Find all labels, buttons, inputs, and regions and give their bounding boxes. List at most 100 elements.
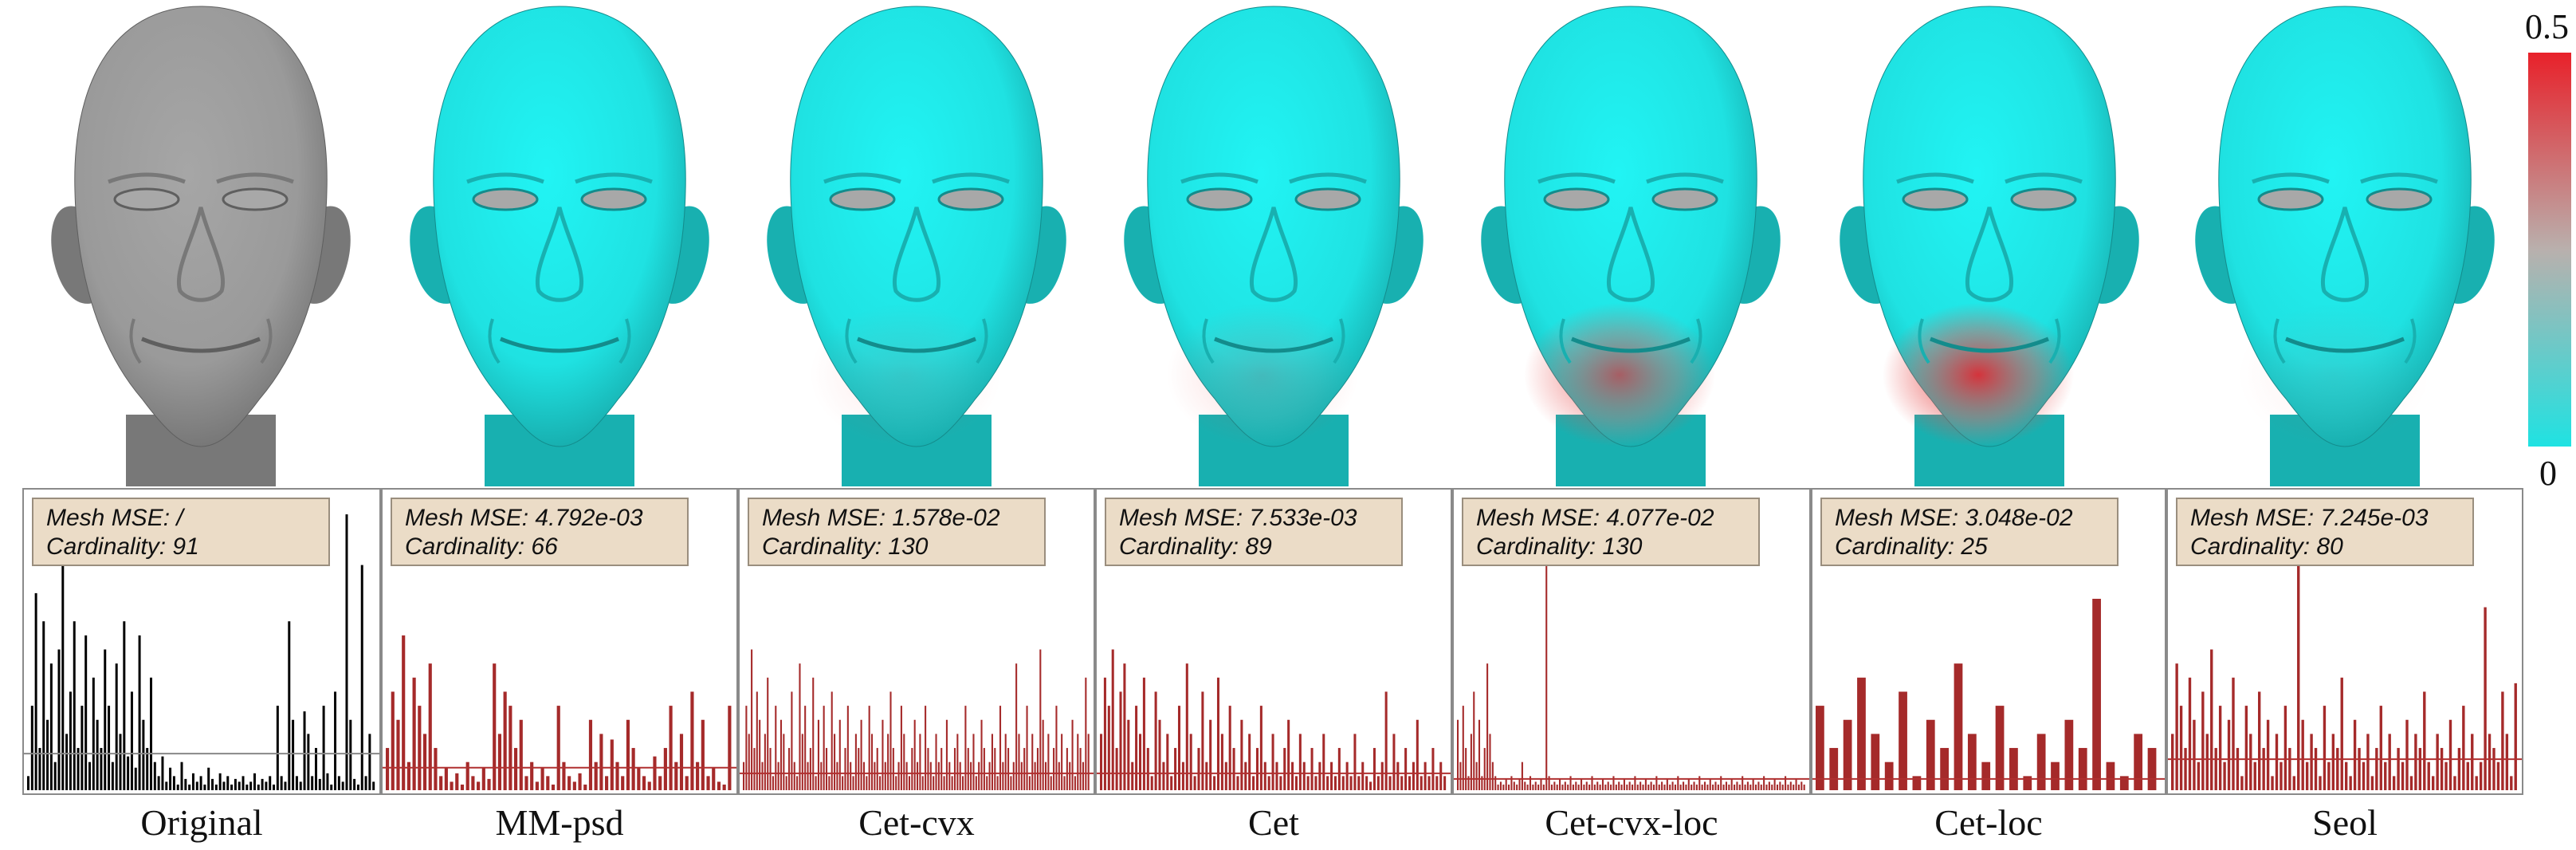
bar <box>2370 776 2374 790</box>
metrics-box: Mesh MSE: 3.048e-02 Cardinality: 25 <box>1820 498 2119 566</box>
bar <box>1427 776 1431 790</box>
bar <box>1061 734 1063 790</box>
bar <box>1734 784 1736 790</box>
bar <box>1279 776 1282 790</box>
bar <box>1698 776 1701 790</box>
left-ear <box>1124 206 1165 304</box>
bar <box>1004 734 1007 790</box>
bar <box>2106 761 2115 790</box>
bar <box>2475 776 2478 790</box>
bar <box>396 719 400 790</box>
bar <box>1793 784 1795 790</box>
bar <box>1572 784 1574 790</box>
bar <box>1181 761 1184 790</box>
bar <box>138 635 141 790</box>
bar <box>796 776 799 790</box>
bar <box>2444 761 2448 790</box>
bar <box>1087 734 1090 790</box>
mse-label: Mesh MSE: <box>1835 505 1959 531</box>
bar <box>418 706 422 790</box>
cardinality-row: Cardinality: 80 <box>2190 533 2460 561</box>
face-render <box>2195 6 2495 486</box>
mse-row: Mesh MSE: 3.048e-02 <box>1835 504 2104 533</box>
metrics-box: Mesh MSE: 4.792e-03 Cardinality: 66 <box>391 498 689 566</box>
bar <box>562 761 566 790</box>
mouth <box>857 336 976 353</box>
bar <box>1197 748 1200 790</box>
sparsity-panel: Mesh MSE: 3.048e-02 Cardinality: 25 <box>1811 488 2166 795</box>
head <box>433 6 686 447</box>
bar <box>1730 778 1733 790</box>
bar <box>1345 761 1349 790</box>
bar <box>104 649 107 790</box>
bar <box>2514 683 2517 790</box>
bar <box>100 748 103 790</box>
sparsity-panel: Mesh MSE: 1.578e-02 Cardinality: 130 <box>738 488 1095 795</box>
bar <box>868 706 870 790</box>
left-ear <box>51 206 92 304</box>
bar <box>2205 734 2209 790</box>
bar <box>1545 514 1548 790</box>
bar <box>1123 663 1126 790</box>
bar <box>1634 776 1636 790</box>
bar <box>1047 734 1050 790</box>
bar <box>2505 734 2509 790</box>
bar <box>1396 761 1400 790</box>
bar <box>1209 719 1212 790</box>
bar <box>2147 748 2157 790</box>
bar <box>1376 776 1380 790</box>
bar <box>1146 748 1149 790</box>
bar <box>1744 784 1746 790</box>
bar <box>1701 784 1703 790</box>
mouth <box>500 336 619 353</box>
bar <box>1789 781 1792 790</box>
bar <box>1489 734 1491 790</box>
bar <box>2064 719 2074 790</box>
bar <box>1899 691 1907 790</box>
left-brow <box>1537 172 1616 184</box>
bar <box>1294 776 1298 790</box>
bar <box>882 719 884 790</box>
bar <box>2436 734 2439 790</box>
bar <box>2466 761 2469 790</box>
left-eye <box>1186 187 1253 211</box>
mse-row: Mesh MSE: 1.578e-02 <box>762 504 1031 533</box>
right-eye <box>1294 187 1361 211</box>
bar <box>828 776 831 790</box>
bar <box>1012 761 1015 790</box>
sparsity-panel: Mesh MSE: 7.533e-03 Cardinality: 89 <box>1095 488 1452 795</box>
column-label: Cet-cvx <box>858 802 975 843</box>
bar <box>929 761 932 790</box>
bar <box>226 776 230 790</box>
error-heat <box>2238 303 2429 447</box>
cardinality-label: Cardinality: <box>1835 533 1955 560</box>
bar <box>1857 677 1866 790</box>
bar <box>1537 784 1540 790</box>
mse-value: 7.245e-03 <box>2320 505 2429 531</box>
bar <box>372 781 375 790</box>
right-eye <box>580 187 647 211</box>
bar <box>1058 761 1060 790</box>
bar <box>696 761 700 790</box>
error-heat <box>1524 303 1715 447</box>
bar <box>908 776 911 790</box>
bar <box>2266 719 2270 790</box>
bar <box>211 778 214 790</box>
bar <box>46 719 49 790</box>
bar <box>530 761 534 790</box>
face-render <box>767 6 1066 486</box>
bar <box>1618 781 1620 790</box>
bar <box>1240 719 1243 790</box>
bar <box>862 761 866 790</box>
bar <box>858 748 860 790</box>
bar <box>2314 748 2318 790</box>
bar <box>2218 706 2222 790</box>
metrics-box: Mesh MSE: / Cardinality: 91 <box>32 498 330 566</box>
bar <box>1765 784 1768 790</box>
bar <box>1439 761 1443 790</box>
error-heat <box>1167 303 1358 447</box>
bar-chart <box>24 514 379 790</box>
mse-label: Mesh MSE: <box>2190 505 2315 531</box>
bar <box>1717 784 1719 790</box>
